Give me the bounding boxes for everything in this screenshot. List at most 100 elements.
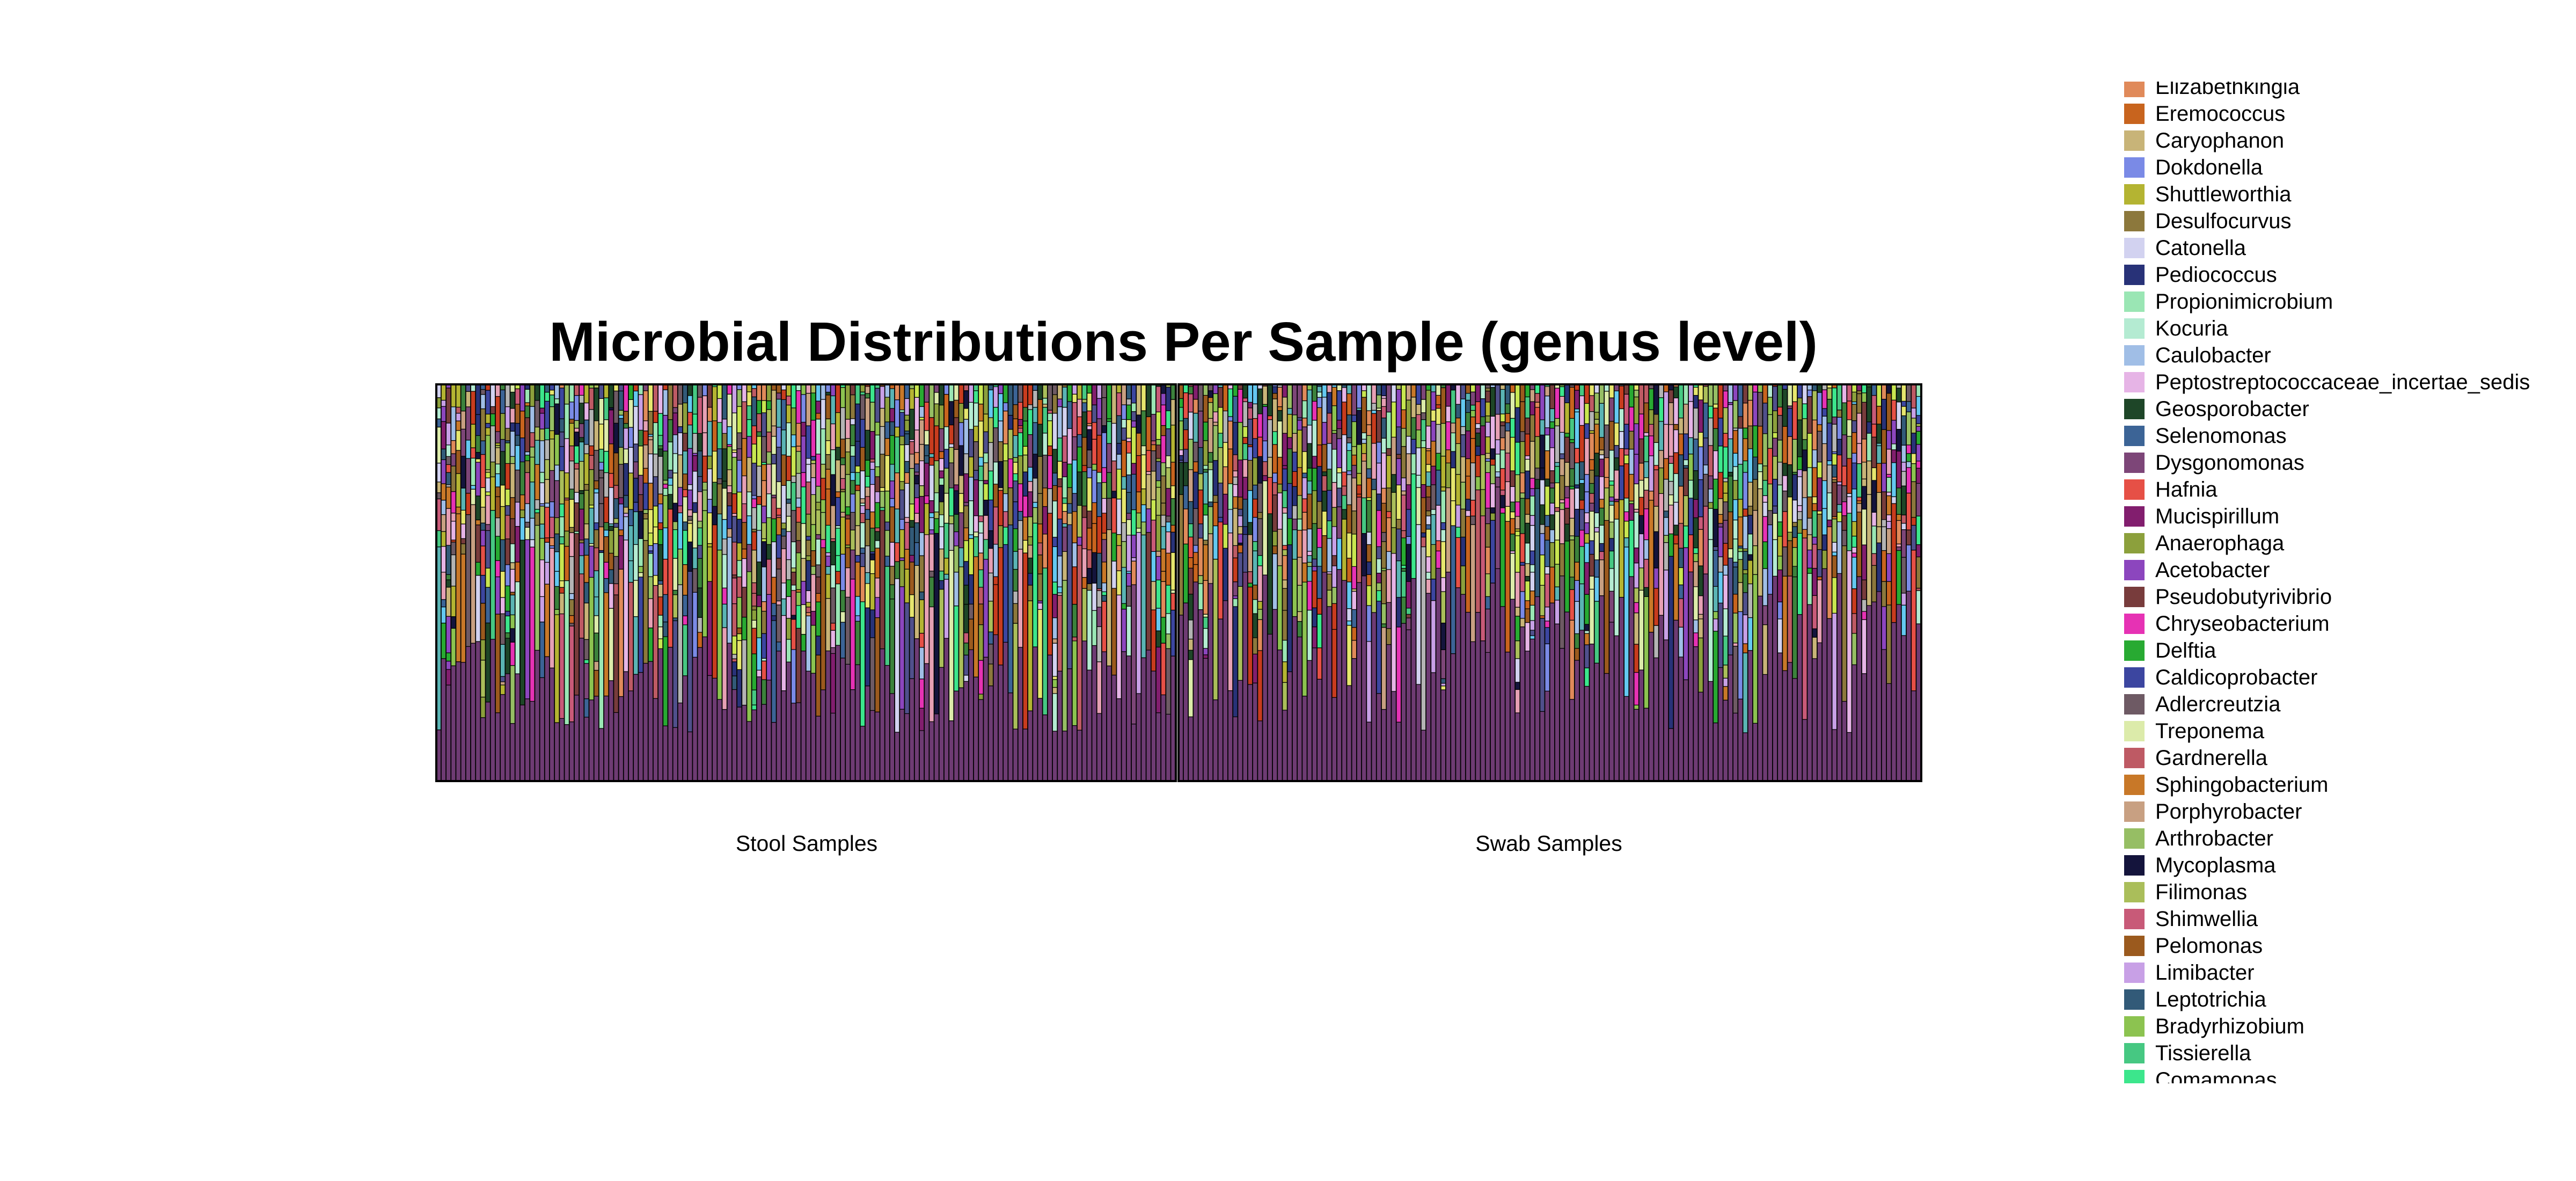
bar-segment — [495, 712, 501, 782]
bar-segment — [544, 537, 550, 543]
bar-segment — [1732, 480, 1738, 500]
bar-segment — [1545, 478, 1550, 487]
bar-segment — [1366, 641, 1372, 723]
legend-swatch — [2124, 82, 2145, 97]
bar-segment — [653, 454, 658, 477]
bar-segment — [1510, 470, 1516, 487]
bar-segment — [1022, 552, 1028, 730]
bar-segment — [535, 512, 540, 526]
bar-segment — [623, 516, 629, 541]
bar-segment — [583, 523, 589, 540]
legend-item: Elizabethkingia — [2124, 82, 2300, 100]
bar-segment — [692, 413, 698, 434]
bar-segment — [1361, 443, 1367, 454]
bar-segment — [741, 616, 747, 640]
bar-segment — [1678, 433, 1684, 455]
bar-segment — [1155, 458, 1161, 462]
bar-segment — [810, 673, 816, 782]
legend-label: Desulfocurvus — [2155, 209, 2292, 233]
bar-segment — [583, 698, 589, 718]
bar-segment — [1203, 465, 1209, 470]
bar-segment — [1579, 425, 1585, 462]
bar-segment — [1198, 411, 1204, 448]
bar-segment — [524, 527, 530, 540]
bar-segment — [1525, 498, 1531, 515]
legend-swatch — [2124, 775, 2145, 795]
bar-segment — [1465, 399, 1471, 413]
bar-segment — [722, 627, 728, 710]
bar-segment — [919, 419, 925, 445]
bar-segment — [855, 403, 861, 442]
bar-segment — [475, 462, 481, 497]
bar-segment — [1574, 508, 1580, 537]
bar-segment — [1520, 591, 1525, 619]
bar-segment — [1792, 384, 1798, 402]
legend-item: Pelomonas — [2124, 932, 2263, 959]
bar-segment — [727, 643, 733, 782]
legend-label: Catonella — [2155, 236, 2246, 260]
bar-segment — [1836, 504, 1842, 513]
bar-segment — [1569, 485, 1575, 490]
bar-segment — [1569, 619, 1575, 700]
bar-segment — [845, 514, 851, 520]
bar-segment — [1599, 449, 1605, 455]
bar-segment — [727, 485, 733, 493]
bar-segment — [1116, 498, 1122, 535]
bar-segment — [722, 519, 728, 540]
bar-segment — [1708, 489, 1714, 503]
bar-segment — [1057, 384, 1063, 399]
bar-segment — [1282, 507, 1287, 514]
bar-segment — [1851, 384, 1857, 392]
bar-segment — [751, 593, 757, 607]
bar-segment — [638, 566, 643, 573]
bar-segment — [574, 420, 580, 429]
legend-label: Pediococcus — [2155, 263, 2277, 287]
bar-segment — [1013, 623, 1019, 730]
bar-segment — [1743, 614, 1748, 644]
bar-segment — [1871, 436, 1877, 468]
bar-segment — [1346, 414, 1352, 438]
legend-label: Leptotrichia — [2155, 987, 2266, 1011]
bar-segment — [1203, 469, 1209, 473]
legend-label: Dokdonella — [2155, 155, 2263, 179]
bar-segment — [958, 512, 964, 549]
bar-segment — [1812, 390, 1818, 420]
bar-segment — [845, 474, 851, 507]
bar-segment — [653, 543, 658, 576]
bar-segment — [559, 388, 565, 419]
legend-label: Hafnia — [2155, 477, 2218, 501]
bar-segment — [1514, 535, 1520, 573]
bar-segment — [1081, 517, 1087, 550]
bar-segment — [1126, 586, 1132, 607]
bar-segment — [445, 472, 451, 485]
bar-segment — [899, 586, 905, 710]
bar-segment — [815, 400, 821, 414]
bar-segment — [840, 407, 846, 440]
bar-segment — [583, 419, 589, 445]
bar-segment — [1812, 467, 1818, 498]
bar-segment — [500, 451, 506, 486]
bar-segment — [1886, 473, 1892, 478]
bar-segment — [1052, 687, 1058, 694]
bar-segment — [1678, 567, 1684, 586]
legend-swatch — [2124, 184, 2145, 205]
bar-segment — [1851, 552, 1857, 558]
bar-segment — [1545, 566, 1550, 574]
bar-segment — [697, 521, 703, 528]
bar-segment — [1121, 603, 1127, 610]
bar-segment — [1131, 724, 1137, 782]
bar-segment — [1257, 555, 1263, 566]
bar-segment — [1136, 532, 1141, 694]
bar-segment — [810, 463, 816, 478]
bar-segment — [1738, 611, 1743, 699]
bar-segment — [791, 434, 796, 447]
bar-segment — [1643, 559, 1649, 588]
legend-item: Tissierella — [2124, 1040, 2251, 1067]
bar-segment — [1188, 501, 1194, 524]
bar-segment — [771, 494, 777, 498]
bar-segment — [1460, 565, 1466, 595]
bar-segment — [648, 439, 654, 455]
bar-segment — [1762, 568, 1768, 606]
bar-segment — [510, 543, 515, 563]
bar-segment — [485, 524, 491, 531]
